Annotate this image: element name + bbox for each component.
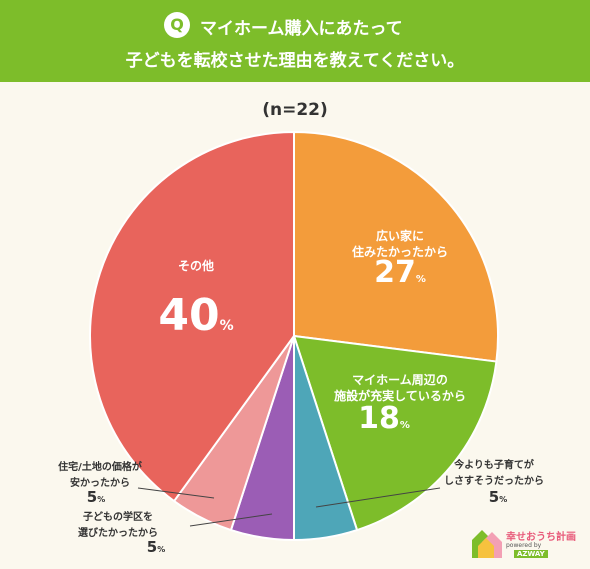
title-line-2: 子どもを転校させた理由を教えてください。 — [125, 51, 465, 71]
q-badge: Q — [164, 12, 190, 38]
slice-value-3: 5% — [147, 538, 165, 556]
logo-brand: AZWAY — [514, 550, 548, 558]
slice-label-2-line-1: しさすそうだったから — [444, 475, 544, 487]
pie-slice-5 — [89, 130, 295, 503]
slice-label-1-line-0: マイホーム周辺の — [352, 373, 448, 387]
logo-sub: powered by — [506, 542, 542, 549]
title-line-1: マイホーム購入にあたって — [200, 19, 403, 39]
logo-name: 幸せおうち計画 — [506, 532, 576, 543]
slice-label-3-line-0: 子どもの学区を — [83, 510, 153, 523]
slice-label-0-line-0: 広い家に — [376, 228, 424, 243]
pie-slice-1 — [292, 334, 498, 532]
slice-label-4-line-1: 安かったから — [70, 476, 130, 489]
slice-label-4-line-0: 住宅/土地の価格が — [58, 460, 143, 473]
logo: 幸せおうち計画 powered by AZWAY — [470, 524, 582, 562]
leader-line-3 — [189, 513, 273, 527]
slice-value-0: 27% — [374, 255, 426, 290]
leader-line-2 — [315, 487, 441, 508]
sample-size-label: (n=22) — [262, 100, 328, 120]
slice-value-4: 5% — [87, 488, 105, 506]
slice-value-1: 18% — [358, 401, 410, 436]
leader-line-4 — [137, 487, 215, 499]
slice-value-5: 40% — [158, 290, 233, 341]
slice-value-2: 5% — [489, 488, 507, 506]
slice-label-2-line-0: 今よりも子育てが — [453, 458, 535, 471]
house-logo-icon — [472, 530, 502, 558]
slice-label-5-line-0: その他 — [178, 258, 214, 273]
pie-slice-0 — [293, 130, 499, 363]
slice-label-1-line-1: 施設が充実しているから — [334, 388, 466, 403]
slice-label-0-line-1: 住みたかったから — [352, 244, 448, 259]
slice-label-3-line-1: 選びたかったから — [78, 526, 158, 539]
header-banner: Q マイホーム購入にあたって 子どもを転校させた理由を教えてください。 — [0, 0, 590, 82]
